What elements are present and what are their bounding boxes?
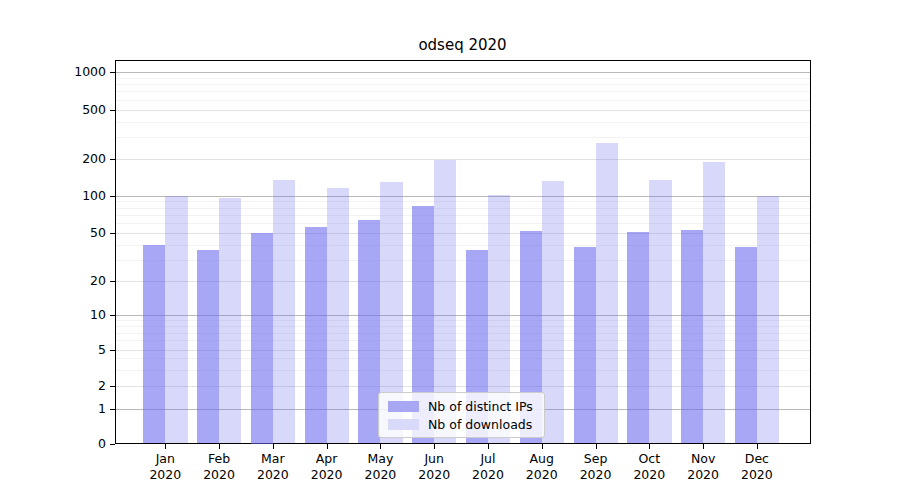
gridline-major-1000 (116, 72, 810, 73)
legend: Nb of distinct IPs Nb of downloads (378, 392, 545, 438)
bar-distinct-ips-nov (681, 230, 703, 444)
bar-downloads-aug (542, 181, 564, 443)
y-tick-label-100: 100 (46, 188, 106, 204)
gridline-minor-600 (116, 100, 810, 101)
y-tick-mark-50 (110, 233, 115, 234)
bar-distinct-ips-sep (574, 247, 596, 443)
legend-label-distinct-ips: Nb of distinct IPs (428, 399, 533, 414)
y-tick-mark-5 (110, 350, 115, 351)
legend-swatch-distinct-ips (388, 401, 419, 412)
y-tick-label-0: 0 (46, 436, 106, 452)
gridline-minor-300 (116, 137, 810, 138)
x-tick-mark-dec (757, 444, 758, 449)
gridline-minor-700 (116, 91, 810, 92)
y-tick-mark-200 (110, 159, 115, 160)
gridline-minor-800 (116, 84, 810, 85)
bar-downloads-dec (757, 196, 779, 444)
y-tick-label-1: 1 (46, 401, 106, 417)
y-tick-label-500: 500 (46, 102, 106, 118)
x-tick-mark-oct (649, 444, 650, 449)
bar-downloads-sep (596, 143, 618, 444)
y-tick-label-1000: 1000 (46, 64, 106, 80)
gridline-minor-400 (116, 122, 810, 123)
legend-swatch-downloads (388, 419, 419, 430)
bar-downloads-feb (219, 198, 241, 443)
bar-distinct-ips-dec (735, 247, 757, 443)
bar-downloads-nov (703, 162, 725, 444)
x-tick-mark-nov (703, 444, 704, 449)
gridline-major-500 (116, 110, 810, 111)
y-tick-label-200: 200 (46, 151, 106, 167)
bar-distinct-ips-mar (251, 233, 273, 444)
bar-downloads-mar (273, 180, 295, 444)
x-tick-mark-mar (273, 444, 274, 449)
chart-title: odseq 2020 (115, 36, 810, 54)
x-tick-mark-aug (542, 444, 543, 449)
y-tick-mark-20 (110, 281, 115, 282)
gridline-major-200 (116, 159, 810, 160)
y-tick-mark-1000 (110, 72, 115, 73)
x-tick-mark-jun (434, 444, 435, 449)
bar-distinct-ips-jan (143, 245, 165, 444)
y-tick-mark-2 (110, 386, 115, 387)
figure: odseq 2020 01251020501002005001000 Jan20… (0, 0, 900, 500)
y-tick-label-50: 50 (46, 225, 106, 241)
x-tick-mark-sep (596, 444, 597, 449)
bar-distinct-ips-apr (305, 227, 327, 444)
y-tick-label-20: 20 (46, 273, 106, 289)
bar-distinct-ips-feb (197, 250, 219, 443)
x-tick-month: Dec (725, 451, 789, 467)
legend-item-downloads: Nb of downloads (388, 416, 535, 432)
bar-downloads-oct (649, 180, 671, 444)
y-tick-label-2: 2 (46, 378, 106, 394)
x-tick-label-dec: Dec2020 (725, 451, 789, 482)
bar-downloads-apr (327, 188, 349, 444)
bar-distinct-ips-oct (627, 232, 649, 444)
y-tick-mark-1 (110, 409, 115, 410)
x-tick-mark-feb (219, 444, 220, 449)
x-tick-year: 2020 (725, 467, 789, 483)
y-tick-mark-10 (110, 315, 115, 316)
y-tick-mark-0 (110, 444, 115, 445)
x-tick-mark-apr (327, 444, 328, 449)
x-tick-mark-may (380, 444, 381, 449)
y-tick-mark-100 (110, 196, 115, 197)
bar-downloads-jan (165, 196, 187, 444)
x-tick-mark-jul (488, 444, 489, 449)
plot-area (115, 60, 811, 444)
x-tick-mark-jan (165, 444, 166, 449)
y-tick-label-5: 5 (46, 342, 106, 358)
legend-item-distinct-ips: Nb of distinct IPs (388, 398, 535, 414)
legend-label-downloads: Nb of downloads (428, 417, 532, 432)
y-tick-mark-500 (110, 110, 115, 111)
y-tick-label-10: 10 (46, 307, 106, 323)
gridline-minor-900 (116, 78, 810, 79)
